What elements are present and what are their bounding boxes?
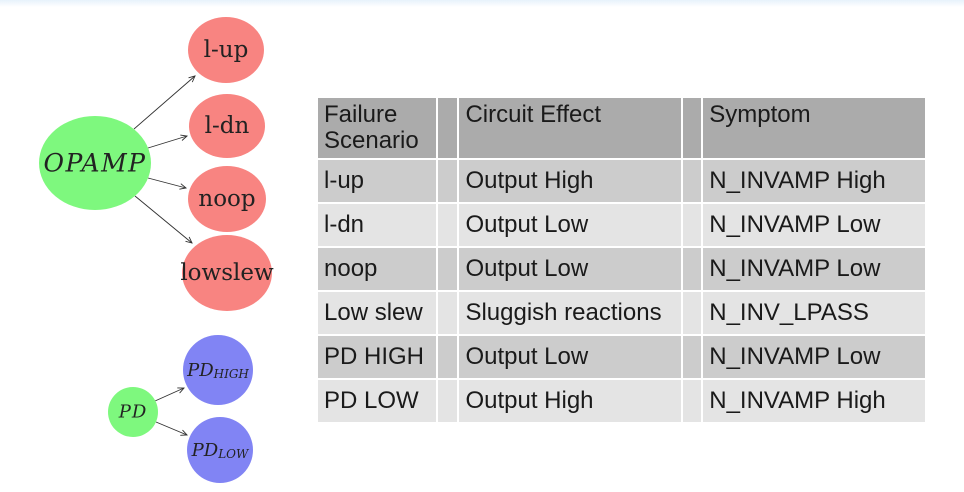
cell-effect: Output Low bbox=[459, 248, 682, 290]
header-failure-scenario: Failure Scenario bbox=[318, 98, 437, 158]
cell-spacer bbox=[683, 160, 702, 202]
node-pd-circle bbox=[108, 387, 158, 437]
node-pd-high-main: PD bbox=[186, 360, 214, 381]
cell-spacer bbox=[438, 160, 458, 202]
edge-opamp-noop bbox=[147, 177, 188, 190]
node-pd-label: PD bbox=[118, 402, 148, 423]
cell-effect: Output Low bbox=[459, 336, 682, 378]
opamp-edges bbox=[133, 75, 196, 244]
table-row: l-up Output High N_INVAMP High bbox=[318, 160, 925, 202]
failure-scenario-table: Failure Scenario Circuit Effect Symptom … bbox=[316, 96, 927, 424]
table-row: noop Output Low N_INVAMP Low bbox=[318, 248, 925, 290]
cell-symptom: N_INVAMP Low bbox=[703, 204, 925, 246]
node-pd-high: PDHIGH bbox=[183, 335, 253, 405]
cell-spacer bbox=[438, 336, 458, 378]
cell-spacer bbox=[438, 380, 458, 422]
cell-scenario: PD LOW bbox=[318, 380, 437, 422]
node-pd-low-main: PD bbox=[191, 440, 219, 461]
header-spacer-1 bbox=[438, 98, 458, 158]
node-pd-high-label: PDHIGH bbox=[186, 360, 249, 382]
edge-opamp-ldn bbox=[147, 134, 189, 149]
cell-effect: Output Low bbox=[459, 204, 682, 246]
cell-symptom: N_INV_LPASS bbox=[703, 292, 925, 334]
table-row: Low slew Sluggish reactions N_INV_LPASS bbox=[318, 292, 925, 334]
node-pd-high-circle bbox=[183, 335, 253, 405]
node-lowslew: lowslew bbox=[180, 235, 274, 311]
table-header-row: Failure Scenario Circuit Effect Symptom bbox=[318, 98, 925, 158]
cell-effect: Output High bbox=[459, 380, 682, 422]
node-pd-low-label: PDLOW bbox=[191, 440, 250, 462]
node-pd-low-circle bbox=[187, 417, 253, 483]
cell-spacer bbox=[438, 292, 458, 334]
cell-symptom: N_INVAMP Low bbox=[703, 248, 925, 290]
cell-scenario: l-dn bbox=[318, 204, 437, 246]
cell-spacer bbox=[683, 380, 702, 422]
node-lowslew-ellipse bbox=[182, 235, 272, 311]
node-pd-low-sub: LOW bbox=[217, 447, 250, 461]
node-l-dn-label: l-dn bbox=[205, 113, 250, 139]
top-edge-strip bbox=[0, 0, 964, 7]
cell-symptom: N_INVAMP High bbox=[703, 160, 925, 202]
cell-scenario: Low slew bbox=[318, 292, 437, 334]
cell-effect: Sluggish reactions bbox=[459, 292, 682, 334]
edge-pd-pdhigh bbox=[154, 387, 185, 402]
pd-edges bbox=[154, 387, 188, 436]
node-pd-low: PDLOW bbox=[187, 417, 253, 483]
node-noop-label: noop bbox=[198, 186, 255, 212]
cell-spacer bbox=[438, 248, 458, 290]
node-opamp-label: OPAMP bbox=[44, 149, 147, 178]
cell-spacer bbox=[438, 204, 458, 246]
node-lowslew-label: lowslew bbox=[180, 260, 274, 286]
edge-opamp-lowslew bbox=[134, 195, 193, 244]
table-row: PD LOW Output High N_INVAMP High bbox=[318, 380, 925, 422]
cell-spacer bbox=[683, 292, 702, 334]
edge-pd-pdlow bbox=[155, 421, 188, 436]
cell-spacer bbox=[683, 204, 702, 246]
node-pd-high-sub: HIGH bbox=[213, 367, 250, 381]
node-noop: noop bbox=[188, 166, 266, 232]
fault-tree-diagram: OPAMP l-up l-dn noop lowslew PD PDHIGH bbox=[39, 17, 274, 483]
header-symptom: Symptom bbox=[703, 98, 925, 158]
node-l-up: l-up bbox=[188, 17, 264, 83]
node-noop-ellipse bbox=[188, 166, 266, 232]
cell-effect: Output High bbox=[459, 160, 682, 202]
header-circuit-effect: Circuit Effect bbox=[459, 98, 682, 158]
cell-scenario: PD HIGH bbox=[318, 336, 437, 378]
node-opamp-ellipse bbox=[39, 116, 151, 210]
cell-scenario: noop bbox=[318, 248, 437, 290]
header-spacer-2 bbox=[683, 98, 702, 158]
table-row: PD HIGH Output Low N_INVAMP Low bbox=[318, 336, 925, 378]
cell-symptom: N_INVAMP High bbox=[703, 380, 925, 422]
node-l-dn: l-dn bbox=[189, 94, 265, 158]
cell-spacer bbox=[683, 248, 702, 290]
table-row: l-dn Output Low N_INVAMP Low bbox=[318, 204, 925, 246]
node-opamp: OPAMP bbox=[39, 116, 151, 210]
node-l-up-ellipse bbox=[188, 17, 264, 83]
cell-spacer bbox=[683, 336, 702, 378]
cell-scenario: l-up bbox=[318, 160, 437, 202]
edge-opamp-lup bbox=[133, 75, 196, 130]
cell-symptom: N_INVAMP Low bbox=[703, 336, 925, 378]
node-pd: PD bbox=[108, 387, 158, 437]
node-l-up-label: l-up bbox=[204, 37, 249, 63]
node-l-dn-ellipse bbox=[189, 94, 265, 158]
